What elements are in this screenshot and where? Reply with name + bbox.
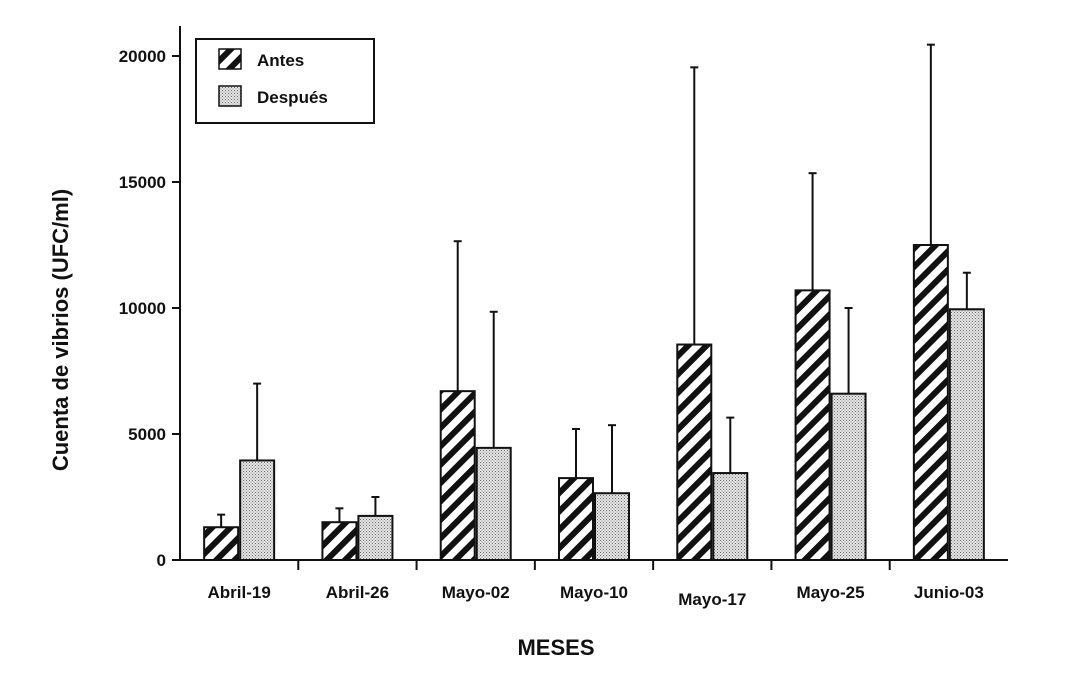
bar-antes: [558, 477, 594, 562]
y-tick-label: 5000: [128, 425, 166, 444]
bar-antes: [321, 521, 358, 562]
y-tick-label: 20000: [119, 47, 166, 66]
legend-label-despues: Después: [257, 88, 328, 107]
legend-label-antes: Antes: [257, 51, 304, 70]
bar-antes: [203, 526, 240, 561]
x-ticks-layer: Abril-19 Abril-26 Mayo-02 Mayo-10 Mayo-17 May…: [207, 560, 984, 609]
bar-antes: [912, 244, 949, 561]
error-bars-layer: [217, 43, 971, 528]
bar-despues: [830, 392, 867, 561]
bar-antes: [439, 390, 476, 561]
legend: Antes Después: [195, 38, 375, 124]
y-tick-label: 15000: [119, 173, 166, 192]
bar-despues: [475, 446, 512, 561]
bar-despues: [357, 514, 394, 562]
bar-despues: [594, 492, 630, 561]
legend-swatch-antes: [218, 48, 242, 70]
x-tick-label: Abril-26: [326, 583, 389, 602]
axes: [179, 26, 1008, 561]
x-tick-label: Mayo-02: [442, 583, 510, 602]
x-tick-label: Junio-03: [914, 583, 984, 602]
x-tick-label: Mayo-17: [678, 590, 746, 609]
y-tick-label: 0: [157, 551, 166, 570]
x-tick-label: Mayo-10: [560, 583, 628, 602]
bar-despues: [239, 459, 276, 561]
bars-layer: [203, 244, 985, 562]
bar-despues: [712, 472, 749, 561]
bar-antes: [794, 289, 831, 561]
y-tick-label: 10000: [119, 299, 166, 318]
legend-swatch-despues: [218, 85, 242, 107]
bar-antes: [676, 343, 713, 562]
x-tick-label: Abril-19: [207, 583, 270, 602]
x-axis-title: MESES: [517, 635, 594, 660]
bar-despues: [948, 308, 985, 562]
y-ticks-layer: 0 5000 10000 15000 20000: [119, 47, 180, 570]
y-axis-title: Cuenta de vibrios (UFC/ml): [48, 189, 73, 471]
x-tick-label: Mayo-25: [797, 583, 865, 602]
